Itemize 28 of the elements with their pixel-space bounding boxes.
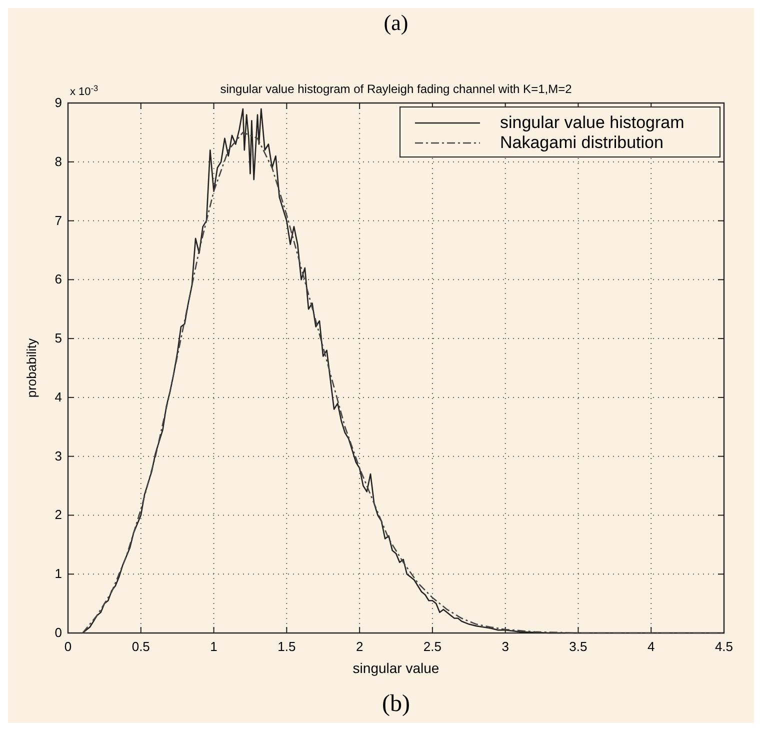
text: (b): [382, 691, 410, 717]
y-tick-label: 7: [54, 212, 62, 228]
x-tick-label: 3: [502, 639, 509, 654]
x-tick-label: 1: [210, 639, 218, 654]
y-tick-label: 3: [54, 448, 62, 464]
x-tick-label: 4: [647, 639, 655, 654]
y-tick-label: 2: [54, 507, 62, 522]
y-tick-label: 9: [54, 95, 62, 110]
y-tick-label: 6: [54, 272, 62, 287]
y-tick-label: 0: [54, 625, 62, 640]
y-tick-label: 4: [54, 389, 62, 404]
y-axis-title: probability: [24, 338, 39, 398]
x-tick-label: 3.5: [569, 639, 588, 654]
x-tick-label: 4.5: [714, 639, 734, 654]
x-tick-label: 2: [356, 639, 364, 654]
text: (a): [384, 10, 408, 35]
x-tick-label: 2.5: [423, 639, 442, 654]
x-tick-label: 0.5: [132, 639, 150, 654]
x-tick-label: 1.5: [278, 639, 296, 654]
x-tick-label: 0: [64, 639, 72, 654]
x-axis-title: singular value: [352, 660, 440, 676]
text: x 10$^{-3}$: [70, 84, 99, 98]
chart-title: singular value histogram of Rayleigh fading channel with K=1,M=2: [220, 82, 572, 96]
y-tick-label: 1: [54, 566, 62, 582]
legend-label: Nakagami distribution: [500, 133, 664, 152]
y-tick-label: 8: [54, 154, 62, 169]
legend-label: singular value histogram: [500, 113, 684, 132]
y-tick-label: 5: [54, 330, 62, 346]
